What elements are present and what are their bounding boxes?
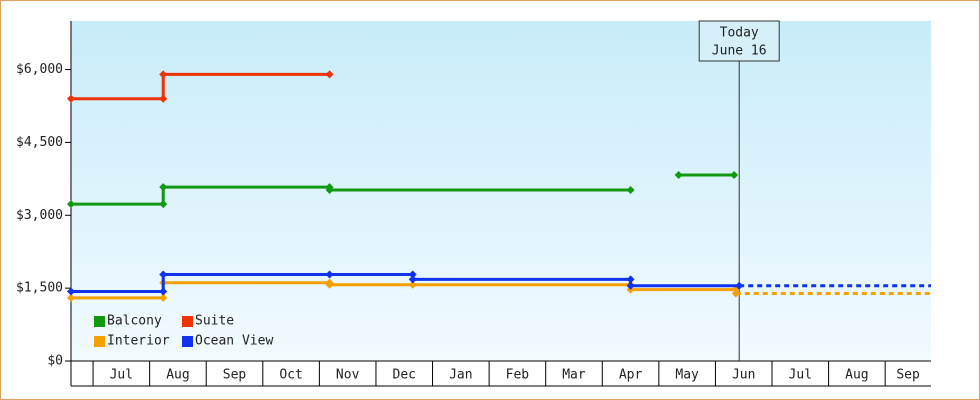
price-point bbox=[626, 281, 635, 290]
price-point bbox=[626, 186, 635, 195]
price-point bbox=[408, 275, 417, 284]
x-tick-label: May bbox=[675, 368, 699, 383]
y-tick-label: $4,500 bbox=[16, 135, 63, 150]
price-point bbox=[325, 280, 334, 289]
price-point bbox=[325, 270, 334, 279]
y-tick-label: $1,500 bbox=[16, 281, 63, 296]
price-point bbox=[408, 270, 417, 279]
today-label: June 16 bbox=[712, 44, 767, 59]
x-tick-label: Mar bbox=[562, 368, 586, 383]
x-tick-label: Jan bbox=[449, 368, 472, 383]
x-tick-label: Jun bbox=[732, 368, 755, 383]
price-point bbox=[159, 293, 168, 302]
price-point bbox=[325, 186, 334, 195]
price-point bbox=[408, 280, 417, 289]
today-label: Today bbox=[720, 26, 759, 41]
y-tick-label: $3,000 bbox=[16, 208, 63, 223]
price-point bbox=[159, 70, 168, 79]
legend-label: Interior bbox=[107, 334, 170, 349]
legend-swatch bbox=[94, 336, 105, 347]
legend-label: Balcony bbox=[107, 314, 162, 329]
x-tick-label: Feb bbox=[506, 368, 530, 383]
price-point bbox=[67, 287, 75, 296]
y-tick-label: $6,000 bbox=[16, 62, 63, 77]
x-tick-label: Oct bbox=[279, 368, 302, 383]
x-tick-label: Sep bbox=[896, 368, 920, 383]
price-point bbox=[731, 289, 740, 298]
x-tick-label: Jul bbox=[789, 368, 812, 383]
x-tick-label: Sep bbox=[223, 368, 247, 383]
x-tick-label: Nov bbox=[336, 368, 360, 383]
price-point bbox=[67, 94, 75, 103]
price-point bbox=[674, 170, 683, 179]
price-point bbox=[67, 293, 75, 302]
x-tick-label: Dec bbox=[393, 368, 416, 383]
price-point bbox=[159, 183, 168, 192]
x-tick-label: Apr bbox=[619, 368, 643, 383]
price-point bbox=[325, 70, 334, 79]
price-point bbox=[159, 94, 168, 103]
price-point bbox=[159, 270, 168, 279]
x-tick-label: Aug bbox=[166, 368, 189, 383]
price-point bbox=[735, 281, 744, 290]
y-tick-label: $0 bbox=[47, 354, 63, 369]
legend-swatch bbox=[182, 316, 193, 327]
legend-label: Ocean View bbox=[195, 334, 273, 349]
price-point bbox=[730, 170, 739, 179]
legend-label: Suite bbox=[195, 314, 234, 329]
price-point bbox=[626, 275, 635, 284]
x-tick-label: Aug bbox=[845, 368, 868, 383]
today-box bbox=[698, 20, 780, 62]
legend-swatch bbox=[94, 316, 105, 327]
price-point bbox=[67, 200, 75, 209]
legend-swatch bbox=[182, 336, 193, 347]
price-point bbox=[159, 200, 168, 209]
price-line bbox=[71, 185, 631, 206]
price-line bbox=[71, 72, 330, 101]
x-tick-label: Jul bbox=[110, 368, 133, 383]
price-point bbox=[159, 287, 168, 296]
